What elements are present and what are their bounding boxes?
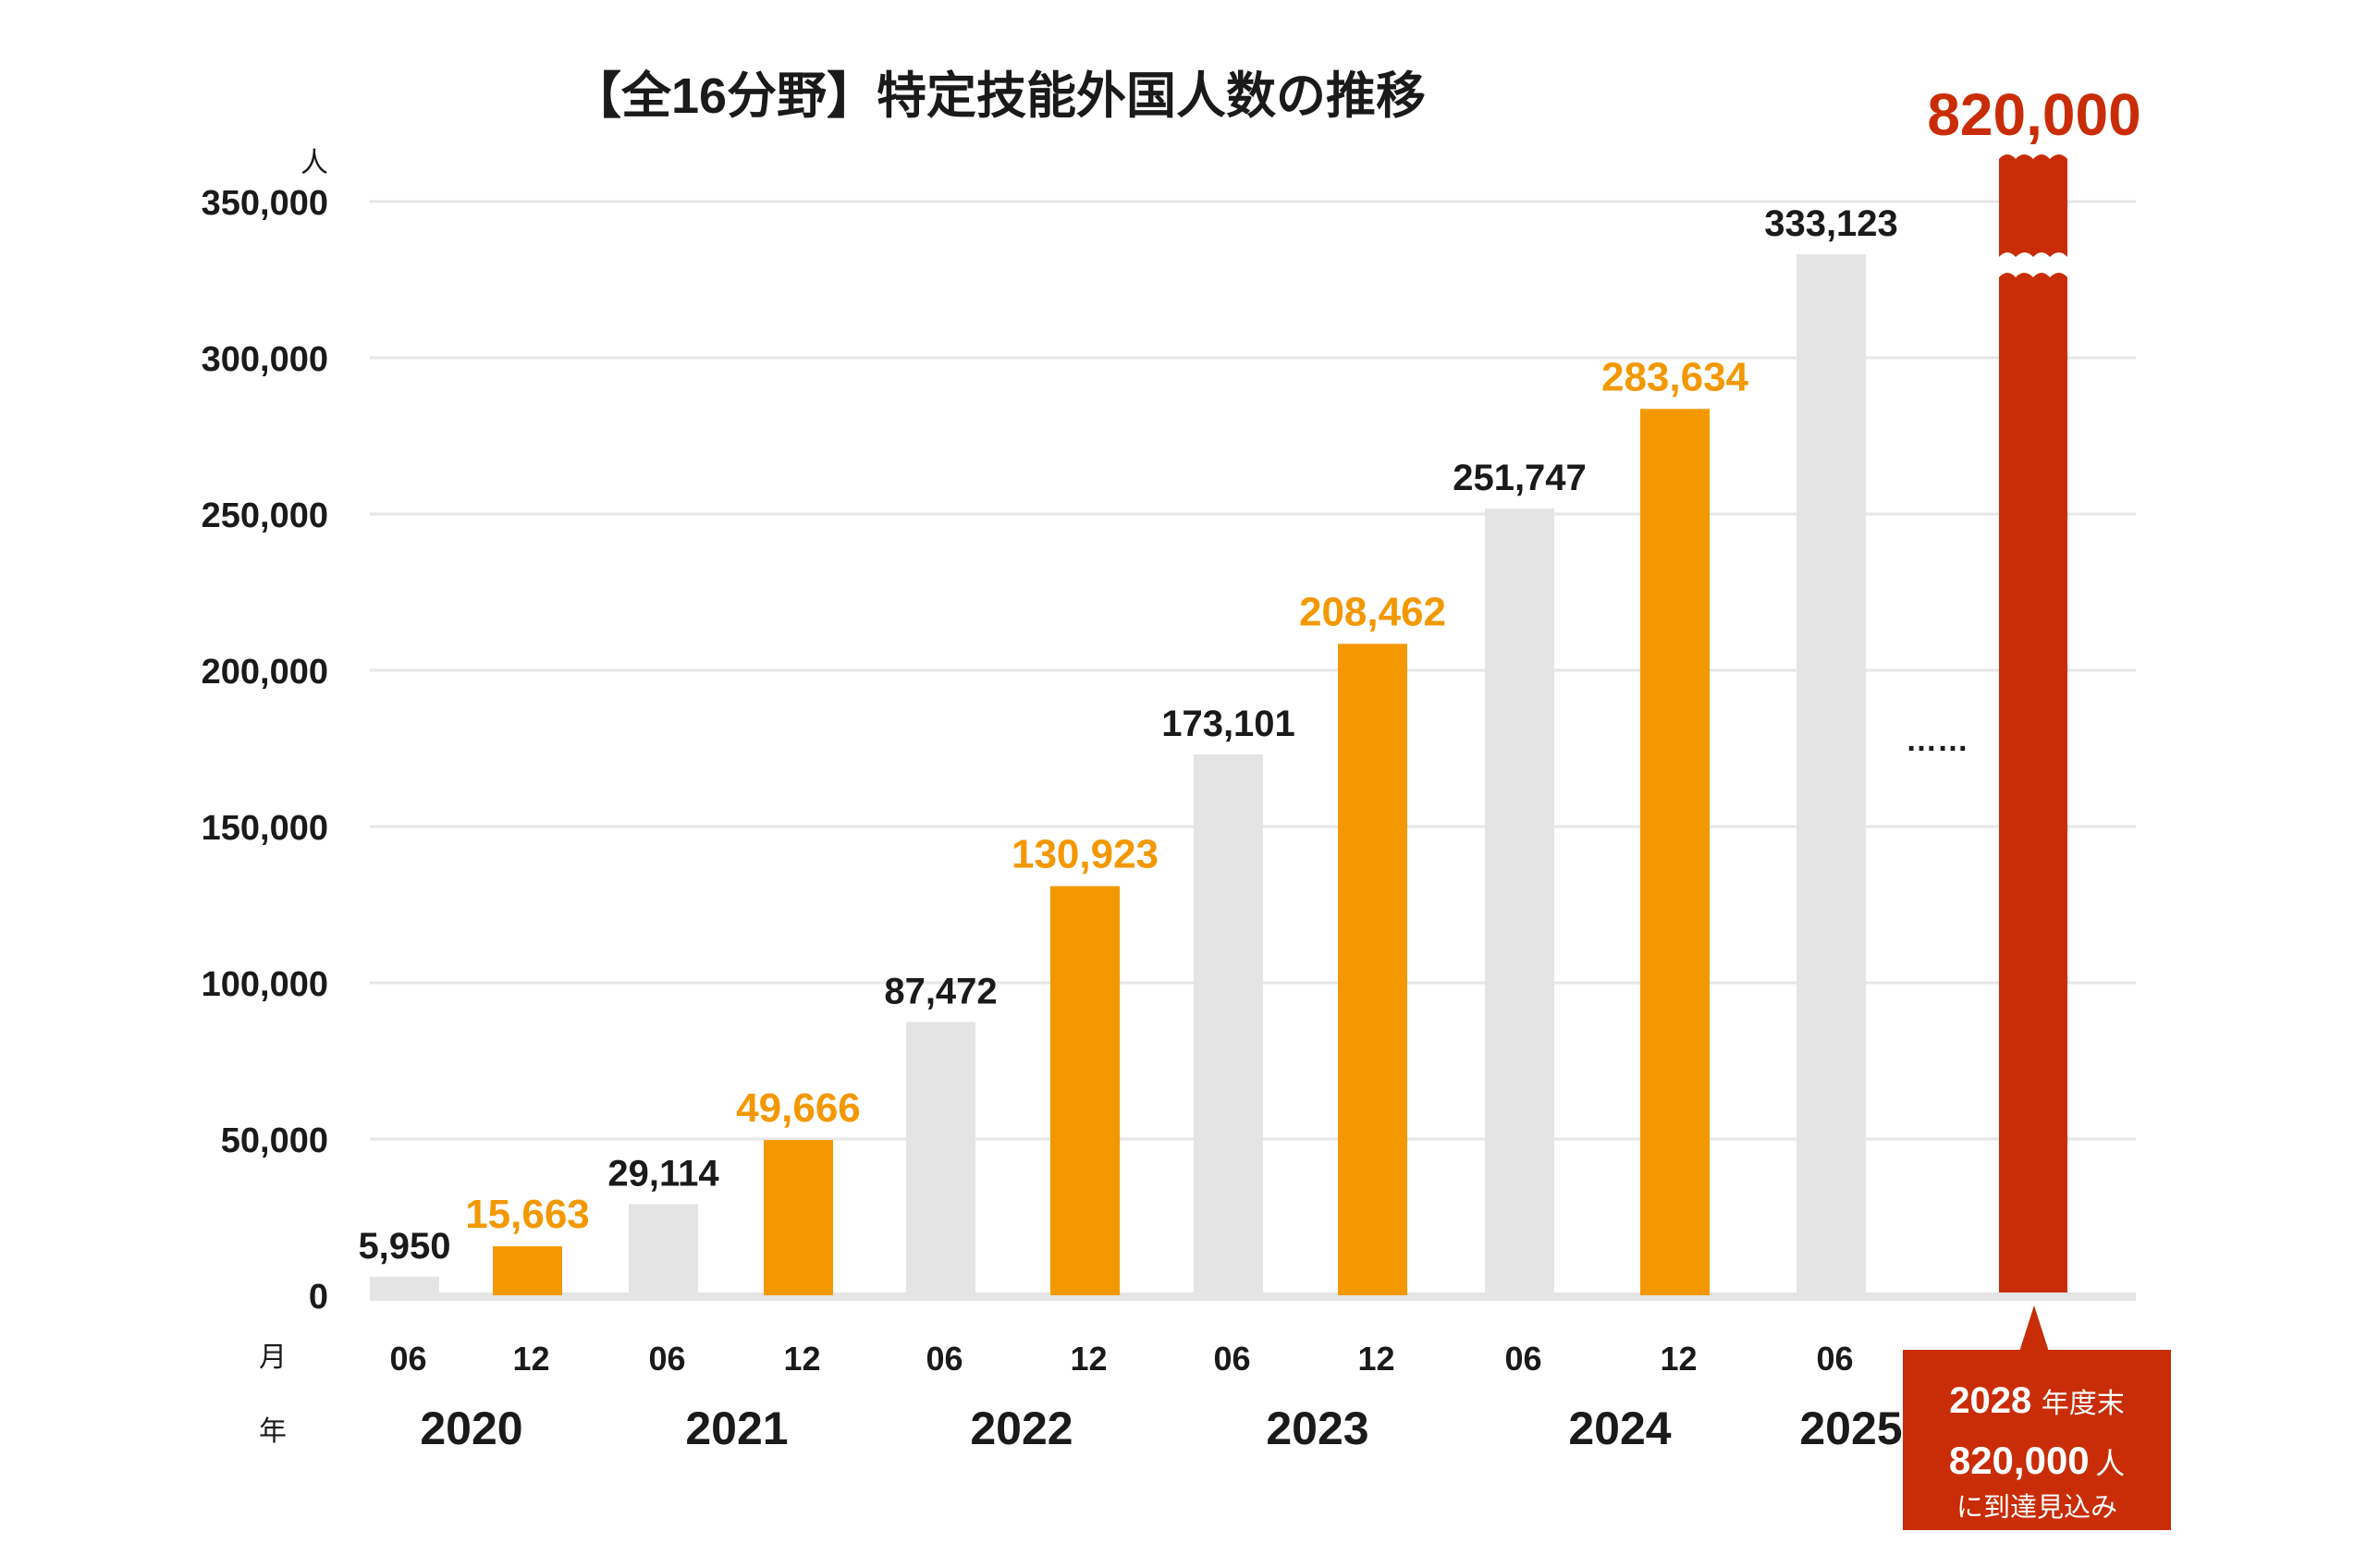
- ellipsis: ……: [1906, 723, 1968, 758]
- x-axis-year-labels: 2020 2021 2022 2023 2024 2025: [420, 1403, 1902, 1454]
- month-label: 12: [1357, 1340, 1394, 1378]
- month-label: 06: [648, 1340, 685, 1378]
- bar-2023-06: [1194, 753, 1263, 1295]
- callout-value-suffix: 人: [2095, 1447, 2125, 1480]
- callout-line-2: 820,000 人: [1949, 1439, 2125, 1482]
- bar-2023-12: [1338, 643, 1407, 1295]
- y-tick-label: 100,000: [202, 965, 328, 1004]
- month-label: 06: [1213, 1340, 1250, 1378]
- bar-2022-06: [906, 1022, 975, 1295]
- callout-line-3: に到達見込み: [1956, 1492, 2117, 1523]
- month-label: 06: [1816, 1340, 1853, 1378]
- y-tick-label: 300,000: [202, 340, 328, 379]
- month-label: 12: [1660, 1340, 1697, 1378]
- value-label: 5,950: [358, 1226, 450, 1267]
- callout-box: [1903, 1350, 2171, 1530]
- bar-2024-06: [1485, 508, 1554, 1295]
- y-tick-label: 250,000: [202, 496, 328, 535]
- projection-value-label: 820,000: [1927, 81, 2140, 148]
- value-labels: 5,950 15,663 29,114 49,666 87,472 130,923 173,…: [358, 203, 1897, 1267]
- value-label: 333,123: [1764, 203, 1898, 244]
- y-tick-label: 350,000: [202, 184, 328, 223]
- month-label: 06: [389, 1340, 426, 1378]
- projection-bar-bottom: [1999, 273, 2067, 1292]
- month-axis-label: 月: [259, 1342, 287, 1373]
- y-axis-unit-label: 人: [300, 148, 328, 178]
- value-label: 15,663: [465, 1192, 590, 1237]
- callout-line-1: 2028 年度末: [1949, 1380, 2124, 1421]
- year-axis-label: 年: [259, 1416, 287, 1447]
- year-label: 2020: [420, 1403, 522, 1454]
- x-axis-baseline: [370, 1292, 2136, 1301]
- y-axis-ticks: 0 50,000 100,000 150,000 200,000 250,000 300,0…: [202, 184, 328, 1317]
- value-label: 130,923: [1012, 831, 1159, 876]
- value-label: 29,114: [607, 1154, 719, 1194]
- bar-2020-12: [493, 1246, 562, 1295]
- chart-title: 【全16分野】特定技能外国人数の推移: [571, 68, 1426, 124]
- value-label: 49,666: [736, 1085, 861, 1131]
- callout-year: 2028: [1949, 1380, 2031, 1421]
- callout-value: 820,000: [1949, 1439, 2090, 1482]
- callout-pointer: [2019, 1305, 2049, 1352]
- projection-bar-group: 820,000: [1927, 81, 2141, 1292]
- month-label: 06: [1504, 1340, 1541, 1378]
- bars: [370, 254, 1866, 1296]
- projection-callout: 2028 年度末 820,000 人 に到達見込み: [1903, 1305, 2171, 1530]
- value-label: 173,101: [1161, 704, 1295, 744]
- bar-2025-06: [1797, 254, 1866, 1296]
- x-axis-month-labels: 06 12 06 12 06 12 06 12 06 12 06: [389, 1340, 1853, 1378]
- month-label: 12: [1070, 1340, 1107, 1378]
- value-label: 87,472: [884, 971, 997, 1011]
- year-label: 2023: [1266, 1403, 1368, 1454]
- month-label: 06: [926, 1340, 963, 1378]
- year-label: 2024: [1568, 1403, 1671, 1454]
- callout-year-suffix: 年度末: [2042, 1389, 2125, 1419]
- bar-2020-06: [370, 1276, 439, 1295]
- month-label: 12: [783, 1340, 820, 1378]
- bar-2021-12: [764, 1140, 833, 1295]
- bar-2024-12: [1640, 409, 1710, 1295]
- y-tick-label: 200,000: [202, 653, 328, 692]
- bar-2021-06: [629, 1204, 698, 1295]
- month-label: 12: [512, 1340, 549, 1378]
- y-tick-label: 0: [309, 1278, 328, 1317]
- value-label: 251,747: [1453, 458, 1587, 498]
- year-label: 2021: [685, 1403, 788, 1454]
- projection-bar-top: [1999, 154, 2067, 257]
- y-tick-label: 50,000: [221, 1121, 328, 1160]
- value-label: 283,634: [1601, 354, 1749, 399]
- year-label: 2025: [1799, 1403, 1902, 1454]
- y-tick-label: 150,000: [202, 809, 328, 848]
- bar-2022-12: [1050, 886, 1120, 1295]
- value-label: 208,462: [1299, 589, 1446, 634]
- year-label: 2022: [970, 1403, 1073, 1454]
